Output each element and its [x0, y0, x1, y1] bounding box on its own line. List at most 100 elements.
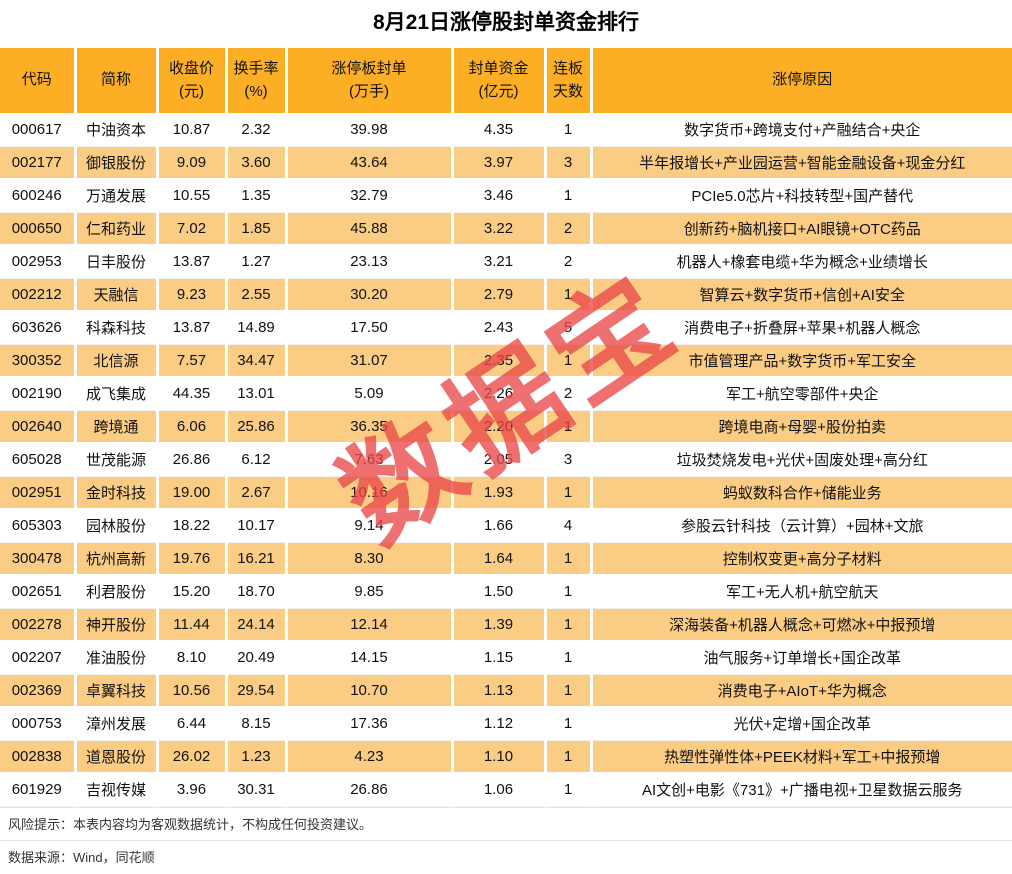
cell-name: 准油股份 [75, 641, 159, 675]
cell-seal_fund: 2.79 [452, 278, 547, 312]
cell-streak_days: 1 [545, 476, 593, 510]
cell-streak_days: 2 [545, 212, 593, 246]
cell-streak_days: 3 [545, 443, 593, 477]
cell-name: 御银股份 [75, 146, 159, 180]
cell-close_price: 7.57 [157, 344, 228, 378]
cell-name: 北信源 [75, 344, 159, 378]
cell-seal_volume: 36.35 [286, 410, 454, 444]
table-row: 603626 科森科技 13.87 14.89 17.50 2.43 5 消费电子+折叠屏+苹… [0, 311, 1012, 345]
cell-name: 天融信 [75, 278, 159, 312]
cell-name: 跨境通 [75, 410, 159, 444]
cell-seal_fund: 1.12 [452, 707, 547, 741]
cell-reason: 蚂蚁数科合作+储能业务 [591, 476, 1012, 510]
cell-reason: 油气服务+订单增长+国企改革 [591, 641, 1012, 675]
cell-code: 002838 [0, 740, 77, 774]
cell-close_price: 26.02 [157, 740, 228, 774]
cell-close_price: 9.23 [157, 278, 228, 312]
cell-seal_fund: 2.43 [452, 311, 547, 345]
col-header-seal_fund: 封单资金 (亿元) [452, 48, 547, 113]
cell-seal_fund: 2.26 [452, 377, 547, 411]
cell-reason: AI文创+电影《731》+广播电视+卫星数据云服务 [591, 773, 1012, 807]
col-header-close_price: 收盘价 (元) [157, 48, 228, 113]
cell-reason: 创新药+脑机接口+AI眼镜+OTC药品 [591, 212, 1012, 246]
cell-close_price: 6.06 [157, 410, 228, 444]
table-row: 002838 道恩股份 26.02 1.23 4.23 1.10 1 热塑性弹性体+PEEK材… [0, 740, 1012, 774]
cell-turnover_rate: 13.01 [226, 377, 288, 411]
cell-reason: 消费电子+折叠屏+苹果+机器人概念 [591, 311, 1012, 345]
cell-seal_fund: 1.66 [452, 509, 547, 543]
cell-seal_volume: 17.36 [286, 707, 454, 741]
cell-close_price: 26.86 [157, 443, 228, 477]
col-header-streak_days: 连板 天数 [545, 48, 593, 113]
cell-streak_days: 1 [545, 674, 593, 708]
cell-seal_volume: 23.13 [286, 245, 454, 279]
table-row: 002951 金时科技 19.00 2.67 10.16 1.93 1 蚂蚁数科合作+储能业务 [0, 476, 1012, 510]
cell-code: 002951 [0, 476, 77, 510]
table-row: 300352 北信源 7.57 34.47 31.07 2.35 1 市值管理产品+数字货币+… [0, 344, 1012, 378]
cell-seal_volume: 43.64 [286, 146, 454, 180]
cell-seal_volume: 14.15 [286, 641, 454, 675]
cell-reason: 光伏+定增+国企改革 [591, 707, 1012, 741]
cell-code: 000617 [0, 113, 77, 147]
cell-reason: 军工+无人机+航空航天 [591, 575, 1012, 609]
cell-streak_days: 5 [545, 311, 593, 345]
cell-code: 002207 [0, 641, 77, 675]
header-row: 代码 简称 收盘价 (元) 换手率 (%) 涨停板封单 (万手) 封单资金 (亿元) 连板 … [0, 48, 1012, 113]
cell-close_price: 13.87 [157, 311, 228, 345]
cell-seal_fund: 3.46 [452, 179, 547, 213]
cell-code: 300478 [0, 542, 77, 576]
cell-reason: 机器人+橡套电缆+华为概念+业绩增长 [591, 245, 1012, 279]
cell-name: 漳州发展 [75, 707, 159, 741]
table-row: 002190 成飞集成 44.35 13.01 5.09 2.26 2 军工+航空零部件+央企 [0, 377, 1012, 411]
cell-seal_volume: 10.16 [286, 476, 454, 510]
table-row: 002177 御银股份 9.09 3.60 43.64 3.97 3 半年报增长+产业园运营+… [0, 146, 1012, 180]
cell-name: 金时科技 [75, 476, 159, 510]
cell-reason: 智算云+数字货币+信创+AI安全 [591, 278, 1012, 312]
cell-name: 仁和药业 [75, 212, 159, 246]
cell-streak_days: 1 [545, 410, 593, 444]
cell-seal_volume: 9.85 [286, 575, 454, 609]
cell-name: 道恩股份 [75, 740, 159, 774]
cell-seal_fund: 1.15 [452, 641, 547, 675]
cell-seal_fund: 3.21 [452, 245, 547, 279]
cell-turnover_rate: 18.70 [226, 575, 288, 609]
cell-seal_volume: 12.14 [286, 608, 454, 642]
cell-name: 吉视传媒 [75, 773, 159, 807]
cell-seal_fund: 2.35 [452, 344, 547, 378]
cell-streak_days: 4 [545, 509, 593, 543]
cell-close_price: 15.20 [157, 575, 228, 609]
cell-close_price: 19.00 [157, 476, 228, 510]
cell-code: 600246 [0, 179, 77, 213]
cell-turnover_rate: 25.86 [226, 410, 288, 444]
cell-code: 601929 [0, 773, 77, 807]
cell-close_price: 7.02 [157, 212, 228, 246]
table-row: 002212 天融信 9.23 2.55 30.20 2.79 1 智算云+数字货币+信创+A… [0, 278, 1012, 312]
cell-reason: 半年报增长+产业园运营+智能金融设备+现金分红 [591, 146, 1012, 180]
cell-turnover_rate: 2.55 [226, 278, 288, 312]
cell-streak_days: 1 [545, 344, 593, 378]
cell-code: 002640 [0, 410, 77, 444]
cell-code: 002278 [0, 608, 77, 642]
footer: 风险提示：本表内容均为客观数据统计，不构成任何投资建议。 数据来源：Wind，同… [0, 807, 1012, 873]
cell-turnover_rate: 1.27 [226, 245, 288, 279]
cell-code: 002177 [0, 146, 77, 180]
cell-code: 002190 [0, 377, 77, 411]
cell-turnover_rate: 20.49 [226, 641, 288, 675]
cell-streak_days: 2 [545, 245, 593, 279]
cell-reason: 消费电子+AIoT+华为概念 [591, 674, 1012, 708]
cell-code: 002651 [0, 575, 77, 609]
cell-code: 605028 [0, 443, 77, 477]
cell-turnover_rate: 10.17 [226, 509, 288, 543]
cell-reason: 控制权变更+高分子材料 [591, 542, 1012, 576]
cell-seal_fund: 2.20 [452, 410, 547, 444]
col-header-name: 简称 [75, 48, 159, 113]
source-note: 数据来源：Wind，同花顺 [0, 840, 1012, 873]
cell-code: 603626 [0, 311, 77, 345]
cell-code: 002369 [0, 674, 77, 708]
cell-close_price: 18.22 [157, 509, 228, 543]
cell-close_price: 9.09 [157, 146, 228, 180]
cell-seal_volume: 17.50 [286, 311, 454, 345]
table-row: 002953 日丰股份 13.87 1.27 23.13 3.21 2 机器人+橡套电缆+华为… [0, 245, 1012, 279]
cell-turnover_rate: 14.89 [226, 311, 288, 345]
cell-seal_fund: 1.50 [452, 575, 547, 609]
